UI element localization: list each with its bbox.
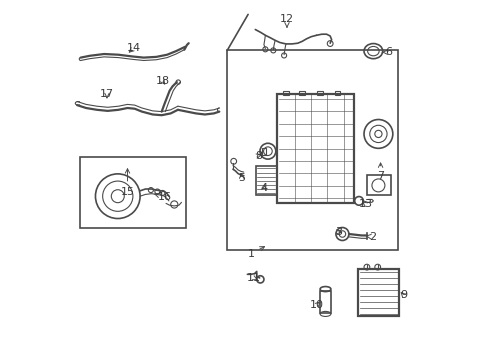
Text: 1: 1 bbox=[247, 247, 264, 259]
Bar bbox=[334, 91, 340, 95]
Bar bbox=[299, 91, 305, 95]
Text: 6: 6 bbox=[382, 47, 391, 57]
Text: 11: 11 bbox=[246, 273, 260, 283]
Bar bbox=[320, 291, 330, 313]
Text: 7: 7 bbox=[376, 163, 384, 181]
Text: 17: 17 bbox=[100, 89, 114, 99]
Text: 9: 9 bbox=[399, 290, 407, 300]
Text: 5: 5 bbox=[238, 173, 244, 183]
Text: 10: 10 bbox=[309, 300, 323, 310]
Bar bbox=[357, 269, 399, 316]
Bar bbox=[256, 166, 276, 195]
Bar bbox=[317, 91, 322, 95]
Bar bbox=[276, 94, 354, 203]
Text: 14: 14 bbox=[126, 43, 141, 53]
Bar bbox=[261, 148, 265, 155]
Text: 3: 3 bbox=[335, 227, 342, 237]
Bar bbox=[80, 157, 185, 228]
Text: 12: 12 bbox=[279, 14, 293, 27]
Text: 13: 13 bbox=[359, 199, 372, 210]
Text: 18: 18 bbox=[155, 76, 169, 86]
Bar bbox=[283, 91, 288, 95]
Text: 2: 2 bbox=[366, 232, 375, 242]
Text: 15: 15 bbox=[120, 169, 134, 197]
Text: 16: 16 bbox=[155, 192, 172, 202]
Text: 8: 8 bbox=[255, 150, 262, 161]
Text: 4: 4 bbox=[260, 183, 267, 193]
Bar bbox=[366, 175, 390, 195]
Bar bbox=[227, 50, 397, 250]
